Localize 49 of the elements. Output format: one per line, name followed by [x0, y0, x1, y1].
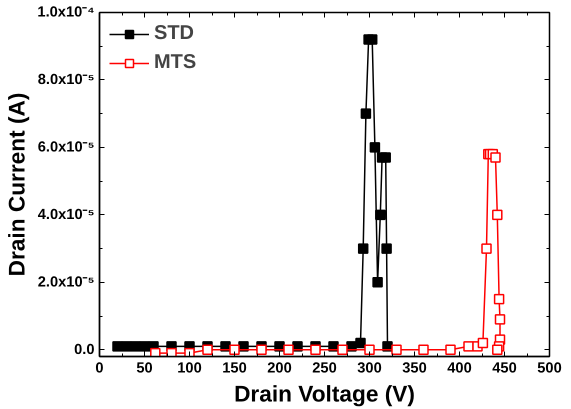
point: [380, 152, 391, 163]
x-tick-label: 0: [95, 360, 104, 376]
y-tick-label: 1.0x10⁻⁴: [37, 4, 94, 20]
point: [166, 348, 177, 356]
point: [337, 344, 348, 356]
x-axis-title: Drain Voltage (V): [234, 380, 415, 406]
x-tick-label: 400: [447, 360, 472, 376]
y-tick-label: 8.0x10⁻⁵: [38, 72, 95, 88]
x-tick-label: 350: [402, 360, 427, 376]
point: [366, 34, 378, 45]
y-tick-label: 0.0: [74, 342, 94, 358]
point: [229, 344, 240, 356]
x-tick-label: 100: [177, 360, 202, 376]
point: [494, 294, 504, 304]
point: [490, 152, 501, 163]
point: [481, 243, 492, 254]
point: [358, 243, 368, 254]
point: [494, 314, 506, 325]
legend-label: STD: [154, 22, 194, 45]
x-tick-label: 250: [312, 360, 337, 376]
point: [418, 344, 429, 356]
point: [310, 344, 321, 356]
point: [478, 338, 488, 348]
point: [381, 243, 392, 254]
y-tick-label: 4.0x10⁻⁵: [38, 206, 95, 223]
point: [150, 348, 161, 356]
x-tick-label: 450: [492, 360, 517, 376]
point: [256, 344, 267, 356]
point: [360, 108, 372, 119]
legend-label: MTS: [154, 51, 196, 74]
point: [355, 338, 366, 348]
point: [492, 210, 503, 220]
point: [375, 210, 386, 220]
point: [492, 344, 503, 356]
x-tick-label: 50: [136, 360, 153, 376]
point: [391, 344, 402, 356]
point: [370, 142, 380, 153]
x-tick-label: 200: [267, 360, 292, 376]
y-tick-label: 2.0x10⁻⁵: [38, 274, 95, 290]
x-tick-label: 150: [222, 360, 247, 376]
x-tick-label: 300: [357, 360, 382, 376]
x-tick-label: 500: [537, 360, 562, 376]
y-axis-title: Drain Current (A): [3, 92, 30, 276]
point: [283, 344, 294, 356]
y-tick-label: 6.0x10⁻⁵: [38, 139, 95, 156]
point: [372, 277, 383, 288]
point: [445, 344, 456, 356]
point: [202, 344, 213, 356]
point: [364, 344, 375, 356]
